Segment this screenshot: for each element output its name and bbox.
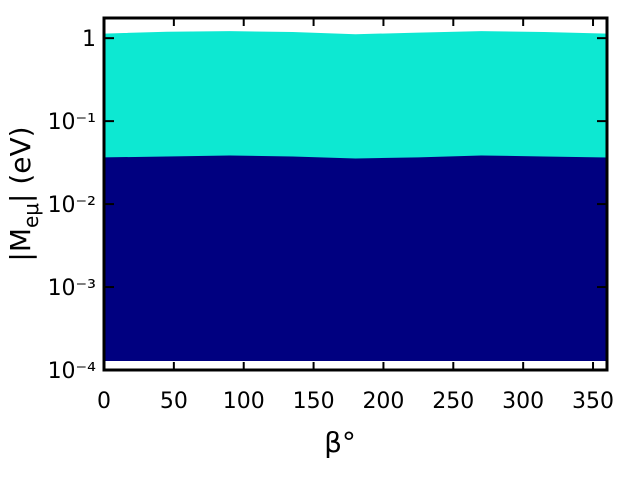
range-area (103, 155, 608, 362)
x-tick-label: 100 (223, 389, 265, 414)
x-tick-label: 200 (362, 389, 404, 414)
y-tick-label: 10⁻³ (48, 276, 96, 301)
y-label-tail: | (eV) (4, 126, 37, 203)
x-axis-label: β° (324, 426, 356, 459)
y-tick-label: 1 (82, 27, 96, 52)
y-label-main: |M (4, 228, 37, 262)
x-tick-label: 350 (572, 389, 614, 414)
range-area (103, 31, 608, 160)
y-tick-label: 10⁻⁴ (48, 359, 97, 384)
x-tick-label: 300 (502, 389, 544, 414)
plot-frame (102, 16, 609, 372)
plot-area (103, 31, 608, 362)
y-axis-label: |Meμ| (eV) (4, 126, 43, 261)
y-tick-label: 10⁻² (48, 193, 96, 218)
x-tick-label: 150 (293, 389, 335, 414)
y-label-sub: eμ (19, 203, 43, 228)
x-tick-label: 0 (97, 389, 111, 414)
x-tick-label: 50 (160, 389, 188, 414)
y-tick-label: 10⁻¹ (48, 110, 96, 135)
x-tick-label: 250 (432, 389, 474, 414)
